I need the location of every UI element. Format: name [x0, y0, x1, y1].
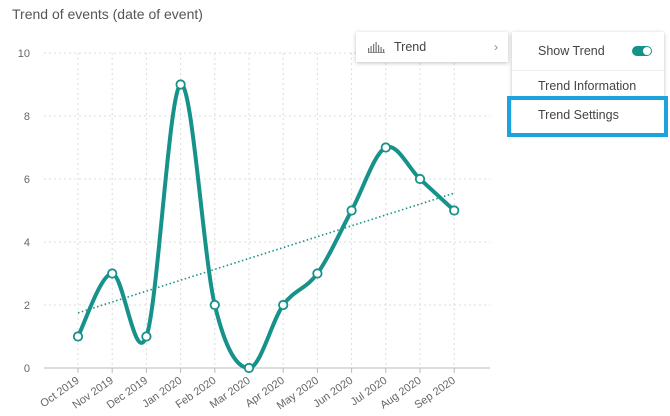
show-trend-toggle[interactable] — [632, 46, 652, 56]
data-points — [72, 79, 460, 374]
data-point — [141, 331, 152, 342]
y-axis-ticks: 0 2 4 6 8 10 — [18, 48, 30, 375]
data-point — [175, 79, 186, 90]
trend-menu-label: Trend — [394, 40, 427, 54]
trend-information-label: Trend Information — [538, 78, 637, 93]
y-tick-label: 8 — [24, 111, 30, 123]
data-point — [107, 268, 118, 279]
data-point — [243, 362, 255, 374]
show-trend-label: Show Trend — [538, 44, 605, 58]
trend-line — [77, 192, 455, 314]
y-tick-label: 4 — [24, 237, 30, 249]
data-point — [312, 268, 323, 279]
trend-information-item[interactable]: Trend Information — [512, 70, 664, 100]
y-tick-label: 10 — [18, 48, 30, 60]
data-point — [209, 299, 220, 311]
trend-context-menu: Trend › — [356, 32, 508, 62]
chart-grid — [44, 52, 490, 373]
y-tick-label: 0 — [24, 363, 30, 375]
data-point — [72, 331, 84, 342]
y-tick-label: 6 — [24, 174, 30, 186]
toggle-knob — [643, 47, 651, 55]
chart-title: Trend of events (date of event) — [12, 6, 203, 22]
show-trend-item[interactable]: Show Trend — [512, 36, 664, 66]
chevron-right-icon: › — [494, 40, 498, 54]
y-tick-label: 2 — [24, 300, 30, 312]
trend-submenu: Show Trend Trend Information Trend Setti… — [512, 32, 664, 134]
trend-menu-item[interactable]: Trend › — [356, 32, 508, 62]
data-point — [380, 142, 391, 153]
data-point — [414, 173, 426, 185]
data-point — [346, 205, 357, 216]
data-point — [278, 299, 289, 311]
chart-bars-icon — [368, 42, 385, 53]
series-line — [76, 82, 456, 370]
trend-settings-label: Trend Settings — [538, 108, 619, 122]
data-point — [449, 205, 460, 216]
trend-settings-item[interactable]: Trend Settings — [512, 100, 664, 130]
